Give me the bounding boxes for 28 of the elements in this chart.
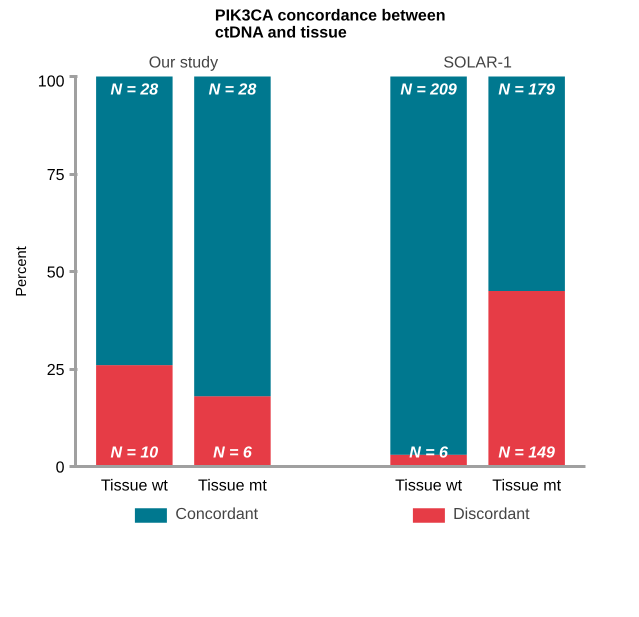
bar: [96, 76, 173, 366]
y-tick-label: 75: [46, 167, 65, 184]
x-tick-label: Tissue mt: [198, 478, 268, 494]
annotation: N = 149: [498, 444, 555, 462]
annotation: N = 10: [110, 444, 158, 462]
x-tick-label: Tissue wt: [100, 478, 168, 494]
legend-label: Discordant: [453, 506, 530, 524]
annotation: N = 209: [400, 82, 457, 98]
x-tick-label: Tissue mt: [492, 478, 562, 494]
bar: [488, 291, 565, 466]
annotation: N = 28: [110, 82, 158, 98]
legend-label: Concordant: [175, 506, 258, 524]
y-tick-label: 50: [46, 264, 65, 282]
text: SOLAR-1: [443, 54, 512, 72]
bar: [488, 76, 565, 291]
x-tick-label: Tissue wt: [395, 478, 463, 494]
y-axis-title: Percent: [14, 246, 30, 297]
y-tick-label: 100: [38, 74, 65, 90]
y-tick-label: 0: [56, 460, 65, 476]
y-tick-label: 25: [46, 362, 65, 379]
bar: [194, 76, 271, 396]
chart-title: PIK3CA concordance between ctDNA and tissue: [214, 8, 446, 42]
annotation: N = 179: [498, 82, 555, 98]
bar: [194, 396, 271, 466]
bar: [96, 365, 173, 466]
annotation: N = 28: [208, 82, 256, 98]
annotation: N = 6: [213, 444, 252, 462]
text: Our study: [148, 54, 218, 72]
